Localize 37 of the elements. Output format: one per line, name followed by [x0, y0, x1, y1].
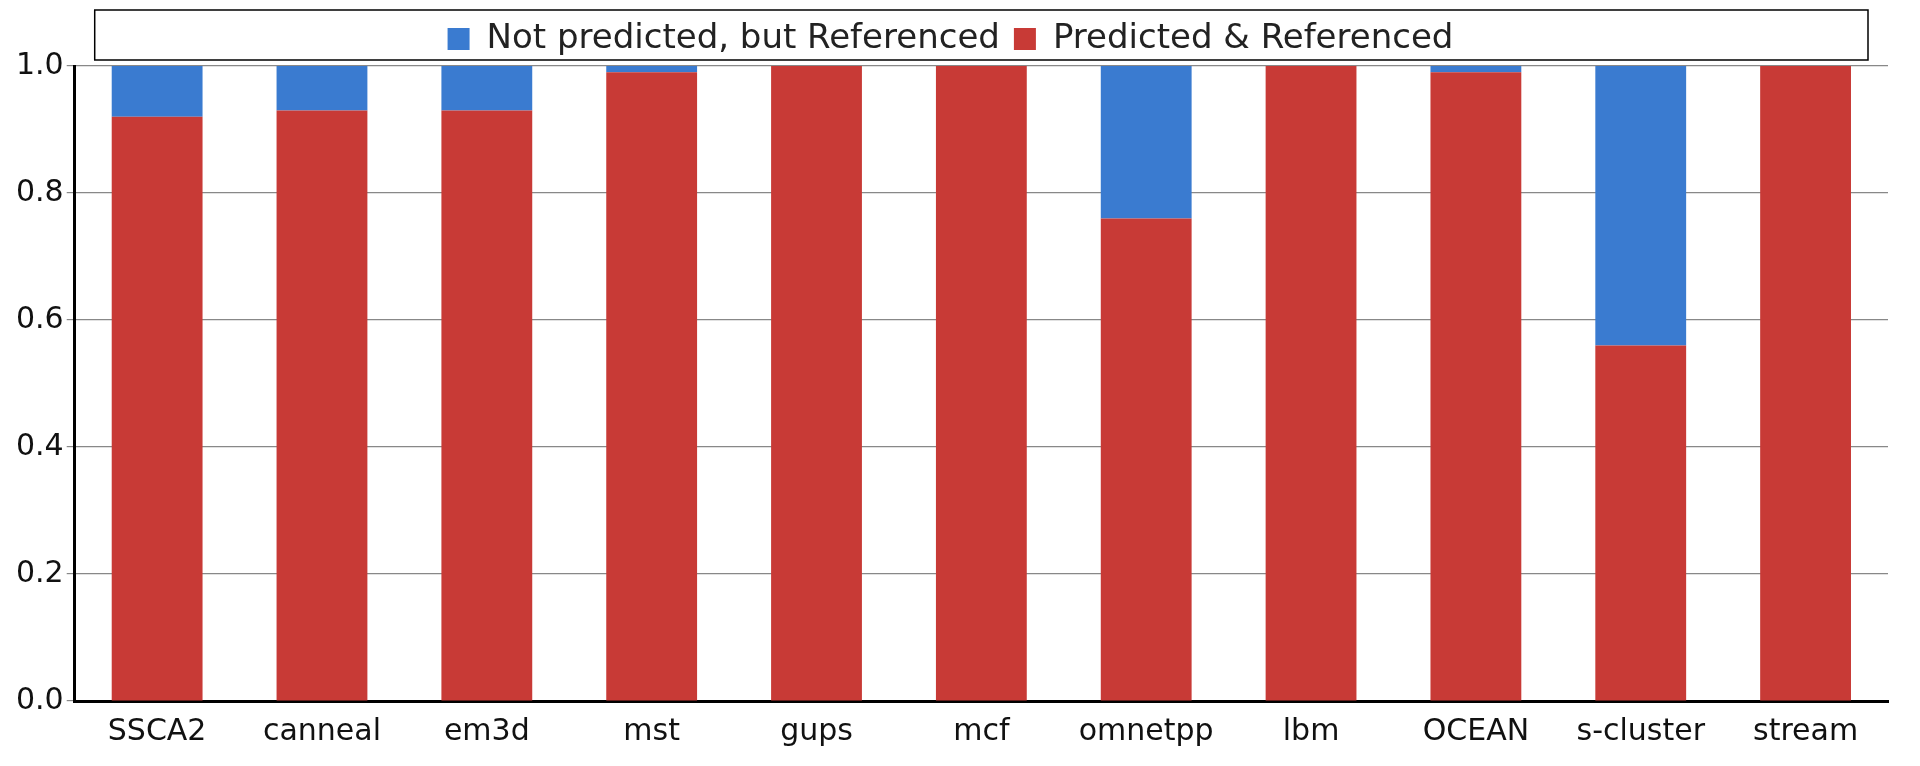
- x-tick-label: stream: [1753, 711, 1859, 747]
- bar: [771, 66, 862, 701]
- x-tick-label: mcf: [953, 711, 1011, 747]
- bar: [276, 110, 368, 701]
- bar: [606, 66, 698, 73]
- bar: [1430, 72, 1522, 701]
- bar: [276, 66, 368, 111]
- y-tick-label: 0.6: [15, 299, 64, 335]
- legend-label: Not predicted, but Referenced: [486, 15, 1000, 56]
- x-tick-label: em3d: [443, 711, 530, 747]
- x-tick-label: canneal: [262, 711, 382, 747]
- bar: [441, 66, 533, 111]
- y-tick-label: 0.2: [15, 553, 64, 589]
- bar: [1100, 218, 1192, 701]
- y-tick-label: 0.8: [15, 172, 64, 208]
- x-tick-label: omnetpp: [1078, 711, 1214, 747]
- y-tick-label: 1.0: [15, 45, 64, 81]
- x-tick-label: mst: [623, 711, 681, 747]
- y-tick-label: 0.4: [15, 426, 64, 462]
- bar: [441, 110, 533, 701]
- bar: [111, 116, 203, 701]
- y-tick-label: 0.0: [15, 680, 64, 716]
- bar: [1430, 66, 1522, 73]
- bar: [1760, 66, 1851, 701]
- x-tick-label: s-cluster: [1576, 711, 1706, 747]
- x-tick-label: OCEAN: [1422, 711, 1530, 747]
- bar: [606, 72, 698, 701]
- bar: [1595, 345, 1687, 701]
- bar: [1265, 66, 1357, 701]
- bar: [935, 66, 1027, 701]
- bar: [111, 66, 203, 117]
- x-tick-label: SSCA2: [107, 711, 207, 747]
- bar: [1100, 66, 1192, 219]
- x-tick-label: gups: [780, 711, 853, 747]
- bar: [1595, 66, 1687, 346]
- x-tick-label: lbm: [1282, 711, 1340, 747]
- legend-label: Predicted & Referenced: [1052, 15, 1454, 56]
